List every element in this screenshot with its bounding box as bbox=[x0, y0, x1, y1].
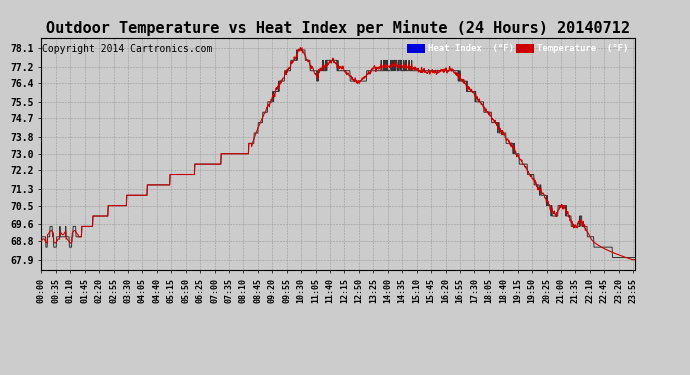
Title: Outdoor Temperature vs Heat Index per Minute (24 Hours) 20140712: Outdoor Temperature vs Heat Index per Mi… bbox=[46, 20, 630, 36]
Legend: Heat Index  (°F), Temperature  (°F): Heat Index (°F), Temperature (°F) bbox=[405, 42, 630, 55]
Text: Copyright 2014 Cartronics.com: Copyright 2014 Cartronics.com bbox=[42, 45, 213, 54]
